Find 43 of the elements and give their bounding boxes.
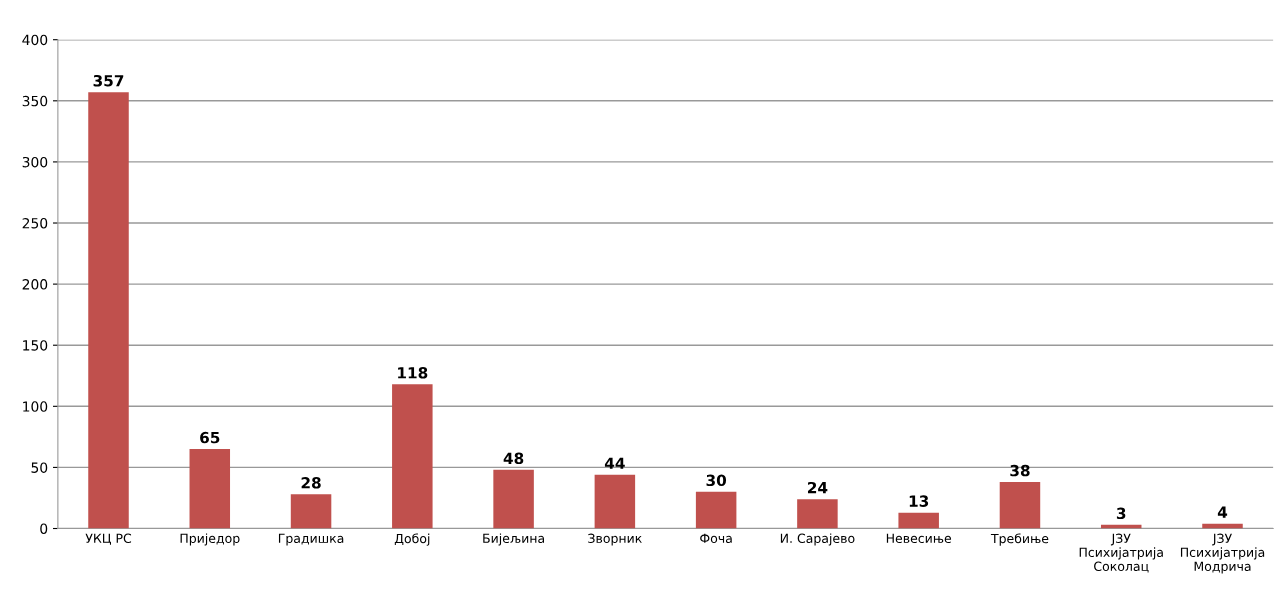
y-tick-label: 300 [22,156,48,168]
data-label: 13 [909,495,929,507]
y-tick-label: 400 [22,34,48,46]
x-tick-label: И. Сарајево [780,533,855,546]
bar [999,482,1041,529]
data-label: 118 [398,367,428,379]
x-tick-label: Добој [394,533,430,546]
y-tick-label: 150 [23,340,48,351]
data-label: 4 [1217,506,1228,518]
data-label: 30 [706,474,727,487]
data-label: 28 [301,477,321,489]
x-tick-label: ЈЗУ Психијатрија Модрича [1180,533,1265,574]
data-label: 38 [1010,464,1030,477]
data-label: 3 [1116,507,1126,520]
x-tick-label: Градишка [278,533,344,546]
data-label: 24 [807,481,828,494]
y-tick-label: 0 [40,523,48,534]
x-tick-label: Невесиње [886,533,952,544]
bar [392,384,433,529]
bar [797,499,838,529]
data-label: 48 [503,452,524,465]
y-tick-label: 200 [22,279,48,290]
data-label: 357 [93,74,124,87]
bar [594,474,636,529]
x-tick-label: ЈЗУ Психијатрија Соколац [1079,533,1163,573]
bar [493,469,534,529]
y-tick-label: 100 [23,401,48,412]
x-tick-label: Фоча [700,533,732,544]
x-tick-label: Требиње [990,533,1049,546]
data-label: 65 [200,431,220,444]
bar [88,92,129,529]
data-label: 44 [604,457,625,469]
x-tick-label: УКЦ РС [85,533,132,545]
x-tick-label: Бијељина [483,533,545,546]
bar [189,449,231,529]
bar [695,491,737,529]
bar [290,494,332,529]
y-tick-label: 350 [22,95,48,107]
x-tick-label: Зворник [588,533,642,546]
y-tick-label: 250 [22,217,48,229]
bar [898,512,939,529]
y-tick-label: 50 [31,462,48,473]
x-tick-label: Приједор [180,533,240,546]
